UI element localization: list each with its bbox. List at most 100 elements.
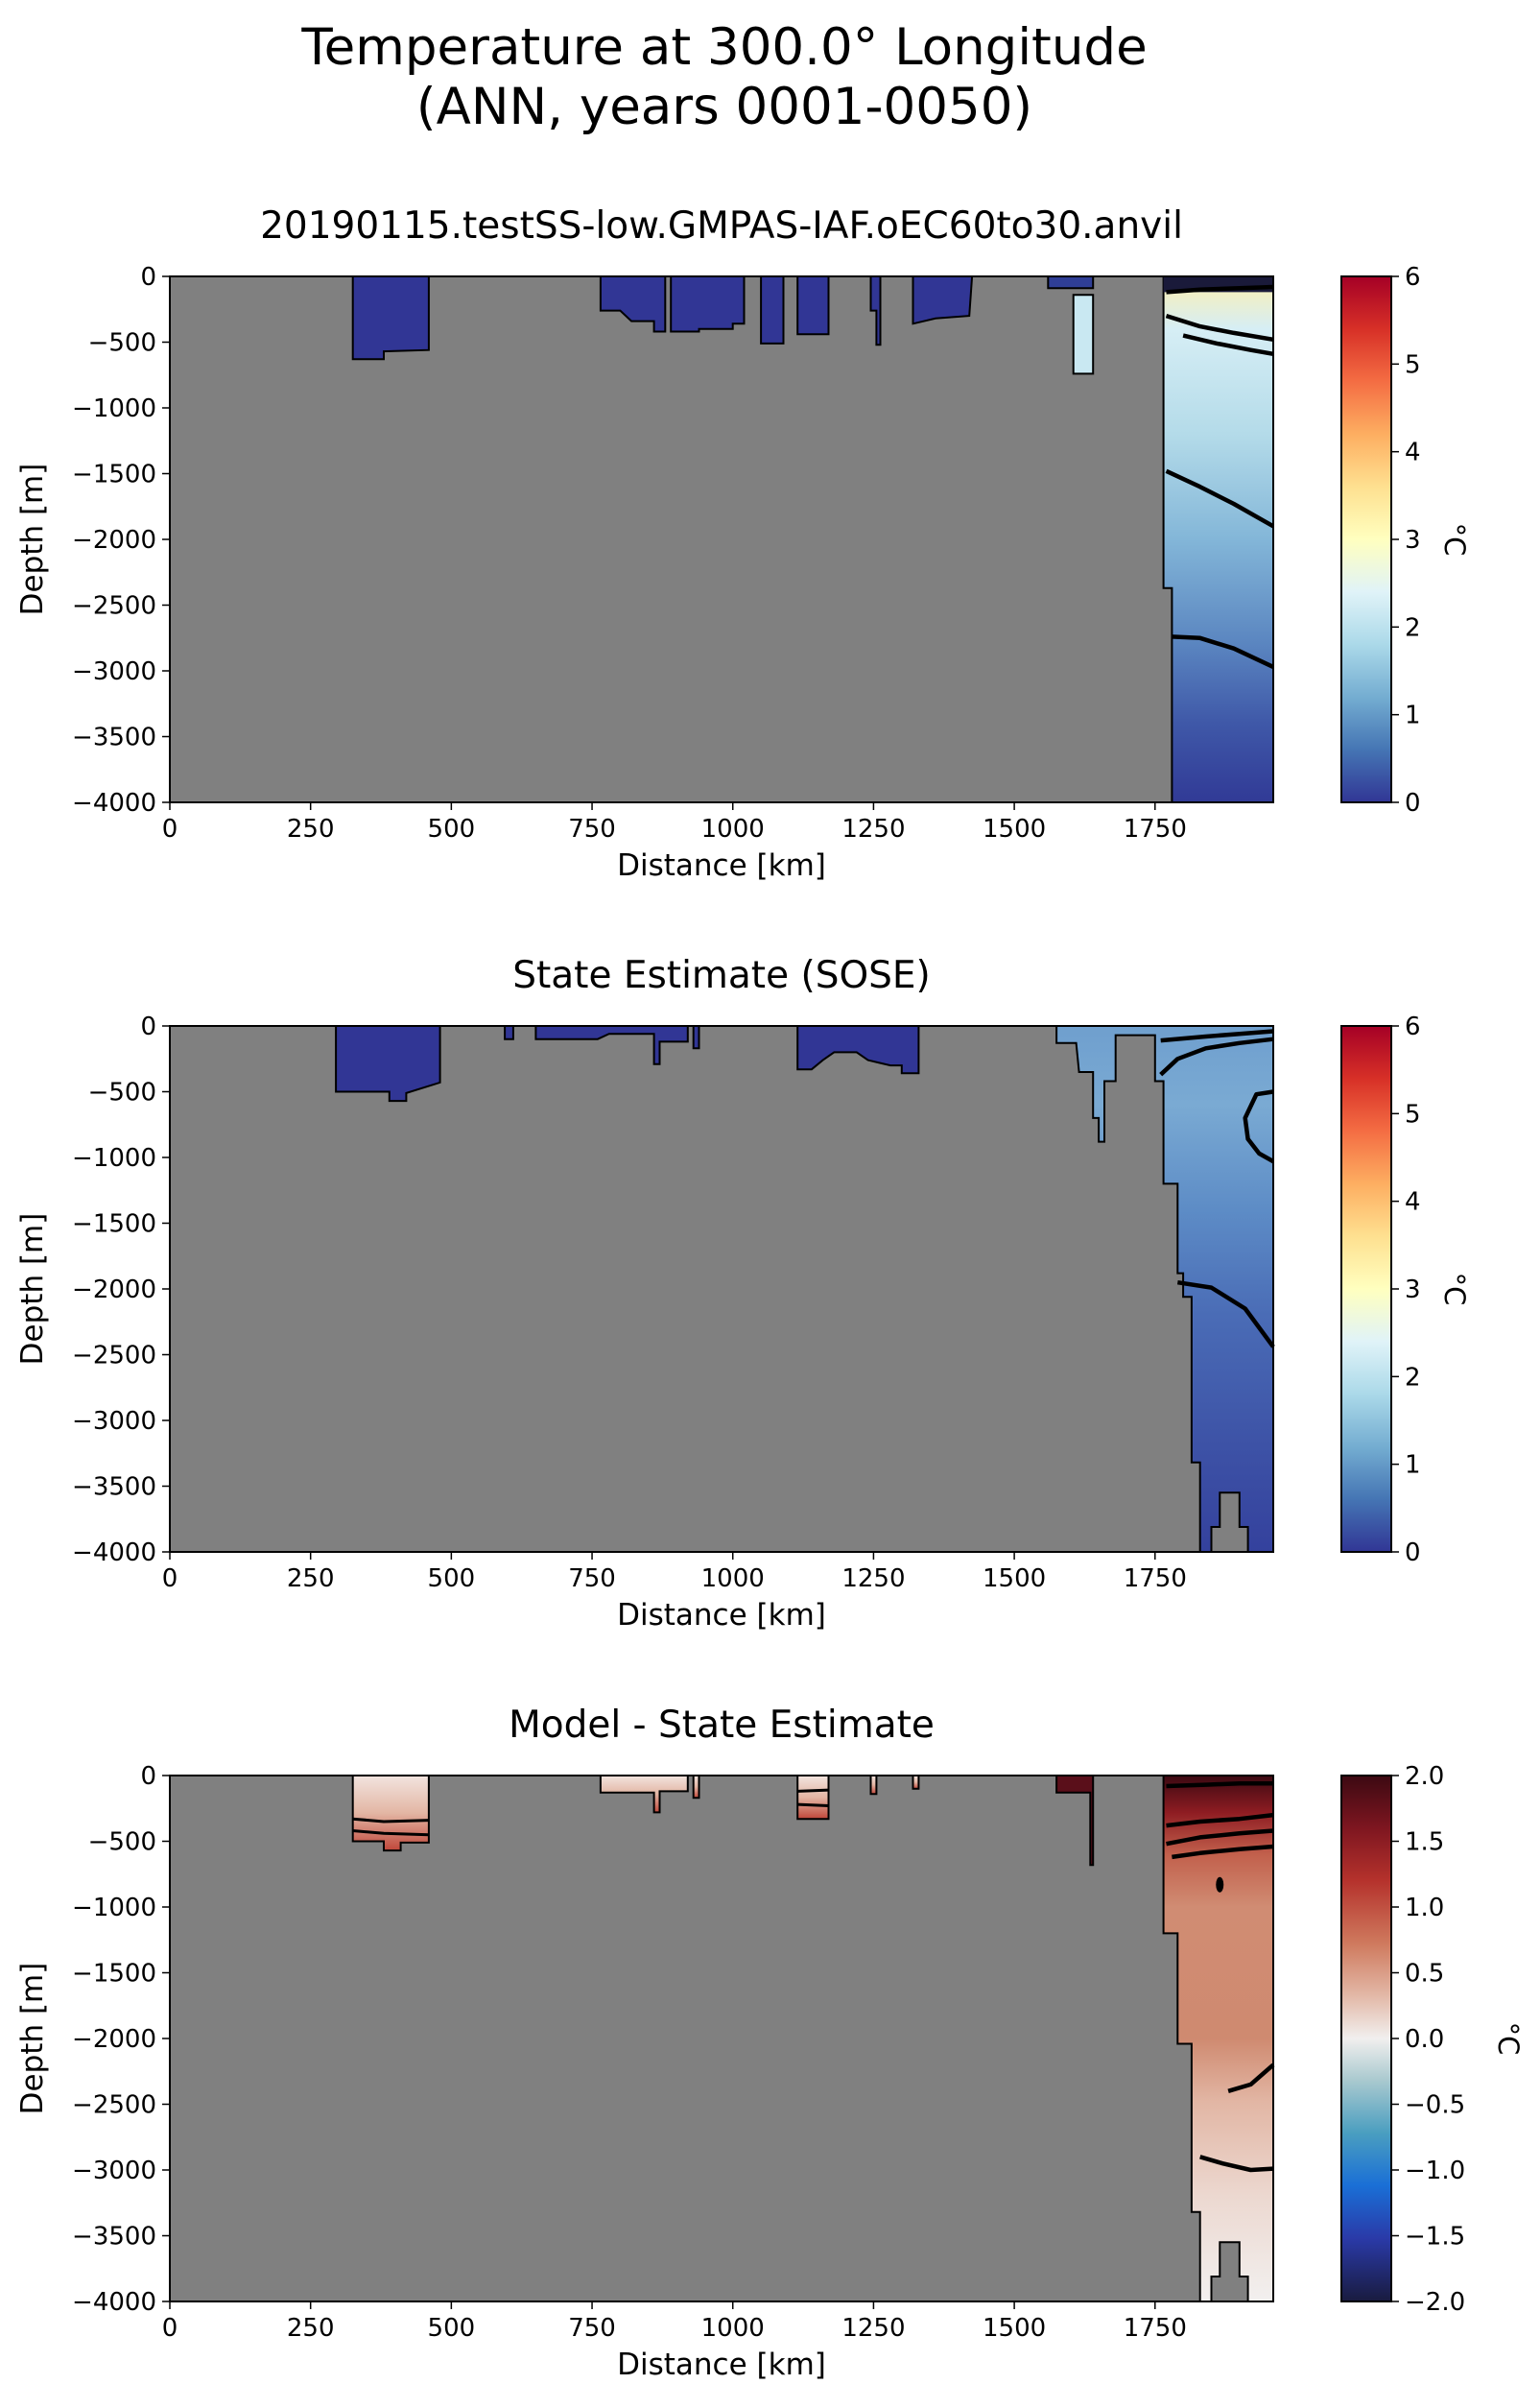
panel-1: 20190115.testSS-low.GMPAS-IAF.oEC60to30.… bbox=[15, 204, 1471, 883]
y-tick-label: −2500 bbox=[72, 2091, 156, 2120]
ocean-field bbox=[1055, 1025, 1274, 1553]
x-axis-label: Distance [km] bbox=[617, 848, 826, 883]
panel-title: Model - State Estimate bbox=[509, 1704, 935, 1747]
shelf-pocket bbox=[760, 275, 785, 345]
shelf-pocket bbox=[599, 275, 667, 333]
colorbar-tick-label: −1.0 bbox=[1405, 2157, 1465, 2185]
panel-3: Model - State Estimate 0 250 500 750 1000 1250… bbox=[15, 1704, 1525, 2382]
x-tick-label: 1750 bbox=[1124, 815, 1187, 844]
y-tick-label: −3500 bbox=[72, 2223, 156, 2252]
x-tick-label: 1250 bbox=[841, 1564, 905, 1593]
x-tick-label: 1750 bbox=[1124, 2314, 1187, 2343]
y-axis-label: Depth [m] bbox=[15, 1963, 50, 2115]
colorbar-tick-label: 0 bbox=[1405, 789, 1421, 818]
colorbar-tick-label: −1.5 bbox=[1405, 2223, 1465, 2252]
contour-line bbox=[1166, 1812, 1274, 1828]
x-tick-label: 500 bbox=[428, 1564, 476, 1593]
x-tick-label: 1250 bbox=[841, 2314, 905, 2343]
shelf-pocket bbox=[504, 1025, 514, 1040]
x-tick-label: 750 bbox=[568, 2314, 616, 2343]
y-tick-label: −500 bbox=[88, 329, 156, 358]
colorbar-tick-label: 5 bbox=[1405, 350, 1421, 379]
y-tick-label: −3500 bbox=[72, 724, 156, 752]
x-tick-label: 250 bbox=[287, 1564, 335, 1593]
land-mask bbox=[170, 1026, 1273, 1552]
colorbar-tick-label: 2.0 bbox=[1405, 1762, 1444, 1791]
shelf-pocket bbox=[534, 1025, 689, 1065]
x-tick-label: 1750 bbox=[1124, 1564, 1187, 1593]
seamount bbox=[1210, 1491, 1249, 1553]
y-tick-label: −1000 bbox=[72, 1144, 156, 1173]
colorbar-tick-label: 2 bbox=[1405, 613, 1421, 642]
colorbar bbox=[1340, 1775, 1392, 2302]
seamount bbox=[1210, 2241, 1249, 2302]
x-tick-label: 500 bbox=[428, 2314, 476, 2343]
colorbar-tick-label: 0 bbox=[1405, 1538, 1421, 1567]
shelf-pocket bbox=[1047, 275, 1095, 290]
y-tick-label: −3500 bbox=[72, 1473, 156, 1502]
colorbar-label: °C bbox=[1438, 1273, 1471, 1306]
y-tick-label: −2000 bbox=[72, 526, 156, 555]
contour-line bbox=[1166, 284, 1274, 295]
panel-2: State Estimate (SOSE) 0 250 500 750 1000 1250 1… bbox=[15, 954, 1471, 1633]
contour-line bbox=[797, 1802, 829, 1807]
figure-title-line-2: (ANN, years 0001-0050) bbox=[415, 78, 1033, 136]
y-axis-label: Depth [m] bbox=[15, 1213, 50, 1366]
y-tick-label: −2500 bbox=[72, 592, 156, 621]
y-tick-label: −2000 bbox=[72, 1276, 156, 1304]
colorbar-tick-label: 3 bbox=[1405, 1276, 1421, 1304]
y-tick-label: −2000 bbox=[72, 2025, 156, 2054]
shelf-pocket bbox=[692, 1775, 700, 1800]
contour-line bbox=[1227, 2062, 1275, 2093]
x-tick-label: 1500 bbox=[983, 815, 1046, 844]
y-tick-label: −4000 bbox=[72, 789, 156, 818]
shelf-pocket bbox=[869, 1775, 878, 1796]
shelf-pocket bbox=[796, 275, 830, 336]
x-tick-label: 0 bbox=[162, 815, 178, 844]
shelf-pocket bbox=[335, 1025, 441, 1103]
x-tick-label: 1500 bbox=[983, 2314, 1046, 2343]
colorbar-label: °C bbox=[1438, 523, 1471, 557]
colorbar-label: °C bbox=[1492, 2022, 1525, 2056]
colorbar-tick-label: 0.0 bbox=[1405, 2025, 1444, 2054]
figure-title-line-1: Temperature at 300.0° Longitude bbox=[301, 18, 1148, 77]
colorbar-tick-label: 6 bbox=[1405, 263, 1421, 292]
x-tick-label: 1000 bbox=[701, 1564, 765, 1593]
x-tick-label: 250 bbox=[287, 815, 335, 844]
y-tick-label: 0 bbox=[140, 1762, 156, 1791]
contour-line bbox=[1159, 1037, 1274, 1077]
x-tick-label: 500 bbox=[428, 815, 476, 844]
x-axis-label: Distance [km] bbox=[617, 2348, 826, 2382]
y-tick-label: −500 bbox=[88, 1828, 156, 1857]
contour-line bbox=[797, 1788, 829, 1793]
panel-title: State Estimate (SOSE) bbox=[512, 954, 931, 997]
x-tick-label: 1500 bbox=[983, 1564, 1046, 1593]
shelf-pocket bbox=[912, 275, 974, 325]
contour-line bbox=[1176, 1279, 1275, 1348]
y-tick-label: −3000 bbox=[72, 657, 156, 686]
x-tick-label: 1000 bbox=[701, 815, 765, 844]
land-mask bbox=[170, 276, 1273, 802]
contour-line bbox=[1172, 634, 1274, 669]
y-tick-label: −500 bbox=[88, 1079, 156, 1108]
x-tick-label: 750 bbox=[568, 815, 616, 844]
shelf-pocket bbox=[670, 275, 746, 333]
panel-title: 20190115.testSS-low.GMPAS-IAF.oEC60to30.… bbox=[260, 204, 1183, 248]
contour-line bbox=[1243, 1089, 1275, 1164]
y-tick-label: −1500 bbox=[72, 1960, 156, 1989]
contour-line bbox=[1165, 313, 1274, 343]
y-tick-label: 0 bbox=[140, 263, 156, 292]
colorbar bbox=[1340, 275, 1392, 803]
land-mask bbox=[170, 1776, 1273, 2301]
y-tick-label: −1000 bbox=[72, 394, 156, 423]
y-tick-label: 0 bbox=[140, 1013, 156, 1041]
colorbar-tick-label: 1 bbox=[1405, 702, 1421, 730]
x-tick-label: 1000 bbox=[701, 2314, 765, 2343]
x-tick-label: 750 bbox=[568, 1564, 616, 1593]
colorbar-tick-label: −0.5 bbox=[1405, 2091, 1465, 2120]
colorbar-tick-label: 4 bbox=[1405, 1188, 1421, 1217]
contour-line bbox=[1160, 1029, 1274, 1043]
x-tick-label: 0 bbox=[162, 2314, 178, 2343]
